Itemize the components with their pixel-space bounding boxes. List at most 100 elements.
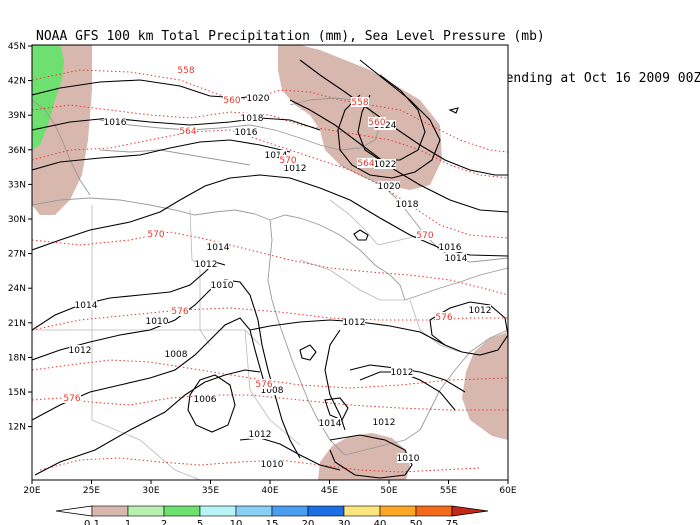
pressure-label-bg	[469, 305, 491, 315]
pressure-label-bg	[75, 300, 97, 310]
thickness-label: 576	[255, 380, 272, 390]
pressure-label: 1020	[247, 94, 270, 104]
y-tick-label: 15N	[8, 388, 26, 398]
colorbar-label: 5	[197, 519, 203, 525]
y-tick-label: 24N	[8, 284, 26, 294]
thickness-label: 558	[351, 98, 368, 108]
precip-area-arabian-sea	[462, 332, 508, 440]
pressure-label-bg	[439, 242, 461, 252]
thickness-label: 576	[63, 394, 80, 404]
pressure-label-bg	[343, 317, 365, 327]
pressure-label-bg	[374, 159, 396, 169]
pressure-label-bg	[194, 394, 216, 404]
pressure-label: 1016	[439, 243, 462, 253]
colorbar-label: 0.1	[84, 519, 100, 525]
pressure-label-bg	[165, 349, 187, 359]
colorbar-label: 1	[125, 519, 131, 525]
y-tick-label: 39N	[8, 111, 26, 121]
pressure-label-bg	[373, 417, 395, 427]
pressure-label: 1020	[378, 182, 401, 192]
pressure-label: 1010	[261, 460, 284, 470]
thickness-label-bg	[357, 158, 375, 168]
pressure-label: 1018	[241, 114, 264, 124]
pressure-contours	[32, 59, 508, 479]
pressure-label: 1012	[249, 430, 272, 440]
colorbar-label: 2	[161, 519, 167, 525]
title-line-1: NOAA GFS 100 km Total Precipitation (mm)…	[36, 29, 545, 44]
coastlines	[32, 97, 508, 456]
thickness-label: 570	[147, 230, 164, 240]
colorbar-label: 20	[302, 519, 315, 525]
thickness-label-bg	[351, 97, 369, 107]
pressure-label: 1014	[265, 151, 288, 161]
y-tick-label: 42N	[8, 77, 26, 87]
pressure-label: 1010	[146, 317, 169, 327]
y-tick-label: 18N	[8, 353, 26, 363]
thickness-label: 570	[416, 231, 433, 241]
pressure-label: 1014	[445, 254, 468, 264]
pressure-label: 1014	[207, 243, 230, 253]
thickness-label-bg	[368, 117, 386, 127]
y-tick-label: 45N	[8, 42, 26, 52]
pressure-label-bg	[284, 163, 306, 173]
y-tick-label: 21N	[8, 319, 26, 329]
pressure-label-bg	[445, 253, 467, 263]
precip-area-west-green	[32, 45, 64, 150]
pressure-label-bg	[396, 199, 418, 209]
pressure-label: 1008	[261, 386, 284, 396]
y-tick-label: 33N	[8, 180, 26, 190]
x-tick-label: 45E	[321, 486, 338, 496]
thickness-label-bg	[179, 126, 197, 136]
precip-area-black-sea	[278, 45, 442, 190]
pressure-label: 1012	[195, 260, 218, 270]
colorbar-swatch	[271, 505, 309, 517]
pressure-label: 1014	[319, 419, 342, 429]
pressure-label-bg	[319, 418, 341, 428]
pressure-label: 1012	[391, 368, 414, 378]
colorbar-swatch	[415, 505, 453, 517]
pressure-label-bg	[378, 181, 400, 191]
thickness-label-bg	[255, 379, 273, 389]
colorbar-label: 10	[230, 519, 243, 525]
colorbar-right-arrow	[451, 505, 489, 517]
x-tick-label: 35E	[202, 486, 219, 496]
thickness-label-bg	[435, 312, 453, 322]
pressure-label-bg	[69, 345, 91, 355]
y-tick-label: 36N	[8, 146, 26, 156]
pressure-label-bg	[235, 127, 257, 137]
x-tick-label: 55E	[440, 486, 457, 496]
pressure-label: 1012	[469, 306, 492, 316]
pressure-label-bg	[195, 259, 217, 269]
thickness-label: 576	[435, 313, 452, 323]
pressure-label: 1016	[104, 118, 127, 128]
thickness-label: 560	[368, 118, 385, 128]
colorbar-swatch	[343, 505, 381, 517]
thickness-label-bg	[171, 306, 189, 316]
pressure-label: 1018	[396, 200, 419, 210]
thickness-label: 570	[279, 156, 296, 166]
x-tick-label: 30E	[142, 486, 159, 496]
thickness-label-bg	[63, 393, 81, 403]
pressure-label-bg	[146, 316, 168, 326]
pressure-label-bg	[397, 453, 419, 463]
thickness-label-bg	[279, 155, 297, 165]
colorbar-swatch	[91, 505, 129, 517]
thickness-label: 576	[171, 307, 188, 317]
thickness-label-bg	[147, 229, 165, 239]
pressure-label: 1012	[284, 164, 307, 174]
colorbar-swatch	[235, 505, 273, 517]
x-tick-label: 25E	[83, 486, 100, 496]
colorbar-swatch	[163, 505, 201, 517]
pressure-label-bg	[211, 280, 233, 290]
x-tick-label: 60E	[499, 486, 516, 496]
colorbar-swatch	[307, 505, 345, 517]
colorbar-label: 75	[446, 519, 459, 525]
colorbar-swatch	[199, 505, 237, 517]
colorbar-label: 30	[338, 519, 351, 525]
pressure-label: 1006	[194, 395, 217, 405]
thickness-label-bg	[177, 65, 195, 75]
pressure-label: 1010	[211, 281, 234, 291]
colorbar-label: 40	[374, 519, 387, 525]
